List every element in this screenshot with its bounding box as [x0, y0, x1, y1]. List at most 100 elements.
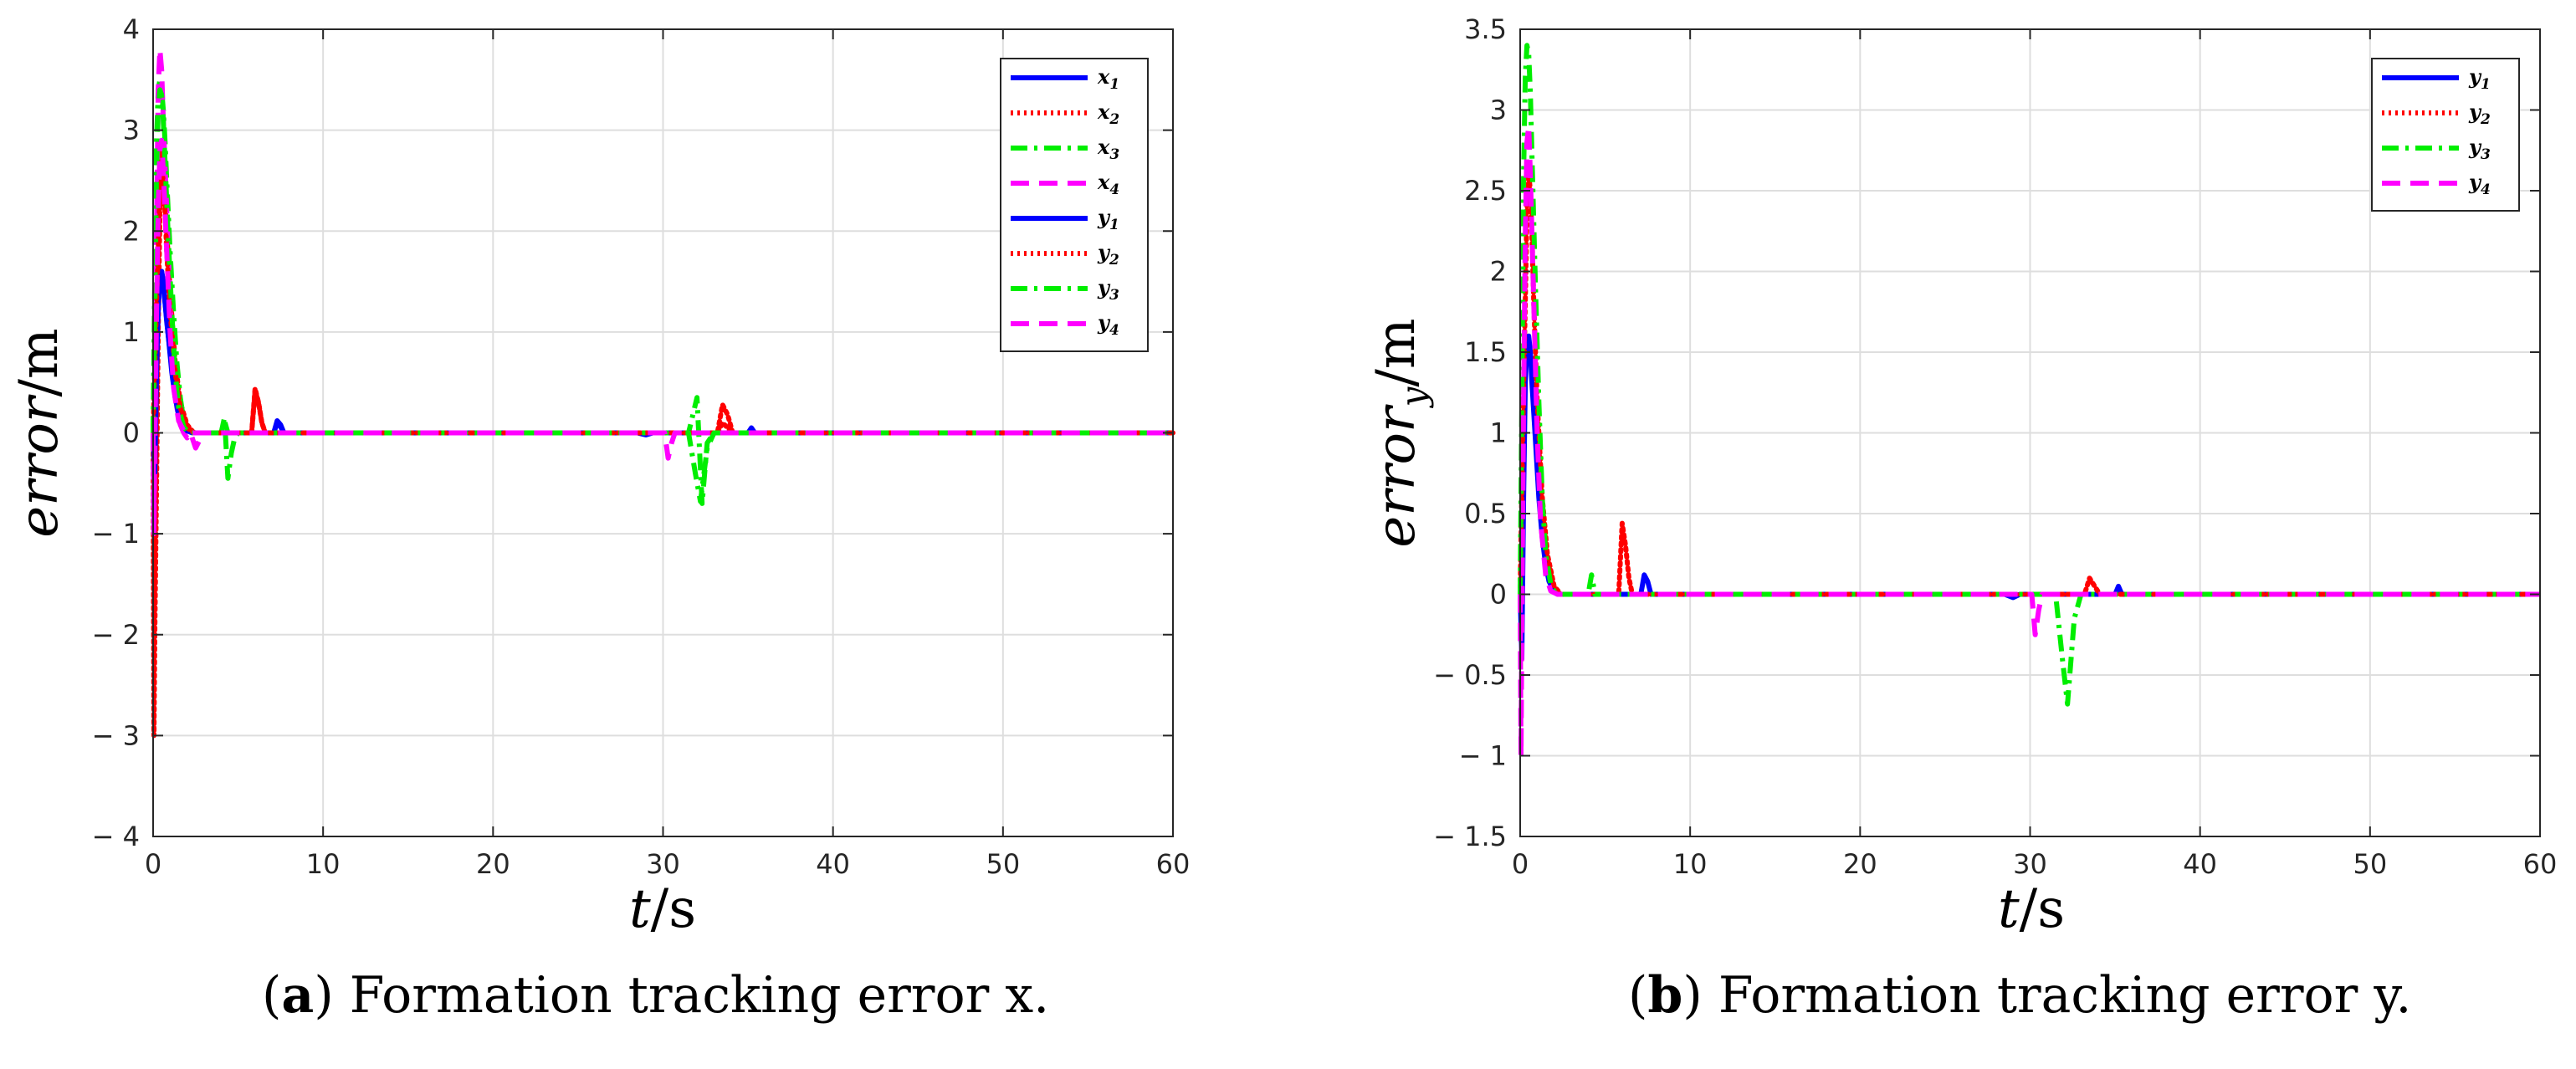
legend-label-x3: x3 [1097, 135, 1119, 163]
chart-a: 0 10 20 30 40 50 60 − 4 − 3 − 2 − 1 0 1 2 3 4 t/s error/m… [8, 13, 1190, 1025]
x-tick-label: 50 [986, 848, 1020, 880]
caption-paren-open: ( [1628, 966, 1647, 1025]
legend-label-name: x [1097, 135, 1110, 159]
y-axis-label: errory/m [1365, 318, 1434, 547]
caption-text: Formation tracking error y. [1718, 966, 2412, 1025]
legend-label-name: y [1097, 240, 1111, 264]
x-axis-label-unit: /s [651, 878, 696, 940]
x-tick-label: 10 [1673, 848, 1708, 880]
x-tick-label: 60 [2523, 848, 2558, 880]
legend-label-x4: x4 [1097, 170, 1119, 198]
legend-label-sub: 4 [1109, 182, 1119, 198]
y-tick-label: − 1 [92, 518, 140, 550]
legend-label-y4: y4 [1097, 310, 1119, 339]
y-tick-label: 4 [123, 13, 140, 45]
legend-label-y1: y1 [2468, 64, 2491, 93]
legend-box [1000, 58, 1149, 352]
series-line-y4 [1518, 123, 2540, 759]
caption-paren-close: ) [314, 966, 349, 1025]
legend-label-y3: y3 [2468, 135, 2491, 163]
series-group [1518, 43, 2543, 759]
legend-label-sub: 1 [1109, 76, 1119, 93]
y-tick-label: 1.5 [1464, 336, 1507, 368]
x-tick-label: 0 [145, 848, 161, 880]
x-axis-label-unit: /s [2020, 878, 2065, 940]
legend-label-y2: y2 [1097, 240, 1119, 269]
caption-label: b [1647, 966, 1682, 1025]
y-tick-label: 3 [1490, 95, 1507, 126]
y-axis-label-var: error [1365, 404, 1427, 548]
x-axis-label: t/s [629, 878, 696, 940]
y-tick-label: 2.5 [1464, 175, 1507, 207]
legend-label-sub: 1 [2481, 76, 2491, 93]
legend-label-name: x [1097, 170, 1110, 194]
legend-label-name: y [1097, 310, 1111, 335]
caption-a: (a) Formation tracking error x. [262, 966, 1049, 1025]
legend-label-name: x [1097, 100, 1110, 124]
x-tick-label: 20 [1843, 848, 1877, 880]
caption-label: a [281, 966, 314, 1025]
y-axis-label-var: error [8, 394, 70, 538]
legend-label-sub: 2 [1109, 252, 1119, 269]
x-tick-label: 20 [476, 848, 510, 880]
y-axis-label: error/m [8, 328, 70, 537]
y-axis-label-sub: y [1393, 386, 1434, 408]
x-tick-label: 40 [816, 848, 850, 880]
legend-label-sub: 2 [2480, 111, 2491, 128]
x-axis-label-var: t [1998, 878, 2020, 940]
y-tick-label: 2 [1490, 256, 1507, 288]
y-tick-label: 1 [1490, 417, 1507, 449]
y-axis-label-unit: /m [8, 328, 70, 396]
caption-text: Formation tracking error x. [350, 966, 1049, 1025]
y-tick-label: 2 [123, 215, 140, 247]
y-tick-label: − 1 [1459, 740, 1507, 772]
y-tick-label: 3 [123, 115, 140, 146]
x-axis-label-var: t [629, 878, 651, 940]
caption-paren-close: ) [1682, 966, 1718, 1025]
legend-label-name: y [1097, 275, 1111, 299]
legend-label-name: y [2468, 64, 2482, 89]
legend-label-sub: 3 [2481, 146, 2491, 163]
legend-label-name: y [2468, 170, 2482, 194]
legend-label-name: y [2468, 135, 2482, 159]
series-group [151, 47, 1175, 739]
legend-label-sub: 1 [1109, 217, 1119, 233]
legend-label-y3: y3 [1097, 275, 1119, 304]
x-tick-label: 60 [1156, 848, 1191, 880]
legend-label-y2: y2 [2468, 100, 2491, 128]
series-line-y3 [1518, 43, 2540, 707]
legend-label-name: x [1097, 64, 1110, 89]
caption-paren-open: ( [262, 966, 281, 1025]
y-tick-label: 0 [1490, 579, 1507, 611]
series-line-y4 [151, 137, 1173, 537]
caption-b: (b) Formation tracking error y. [1628, 966, 2411, 1025]
legend-label-name: y [2468, 100, 2482, 124]
y-tick-label: − 1.5 [1433, 821, 1507, 852]
legend-label-y1: y1 [1097, 205, 1119, 233]
y-axis-label-unit: /m [1365, 318, 1427, 386]
x-tick-label: 30 [646, 848, 680, 880]
y-tick-label: 0 [123, 417, 140, 449]
legend-label-sub: 4 [1109, 322, 1119, 339]
x-axis-label: t/s [1998, 878, 2065, 940]
x-tick-label: 10 [306, 848, 341, 880]
y-tick-label: 0.5 [1464, 498, 1507, 529]
legend-label-x1: x1 [1097, 64, 1119, 93]
x-tick-label: 50 [2353, 848, 2387, 880]
series-line-y3 [151, 87, 1173, 504]
y-tick-label: 1 [123, 316, 140, 348]
legend-label-sub: 2 [1109, 111, 1119, 128]
x-tick-label: 0 [1512, 848, 1529, 880]
y-tick-label: − 0.5 [1433, 659, 1507, 691]
legend-box [2371, 58, 2520, 212]
legend-label-sub: 4 [2481, 182, 2491, 198]
legend-label-name: y [1097, 205, 1111, 229]
legend-label-x2: x2 [1097, 100, 1119, 128]
series-line-y2 [1518, 171, 2543, 597]
legend-label-sub: 3 [1109, 287, 1119, 304]
x-tick-label: 30 [2013, 848, 2047, 880]
legend-label-sub: 3 [1109, 146, 1119, 163]
y-tick-label: − 4 [92, 821, 140, 852]
